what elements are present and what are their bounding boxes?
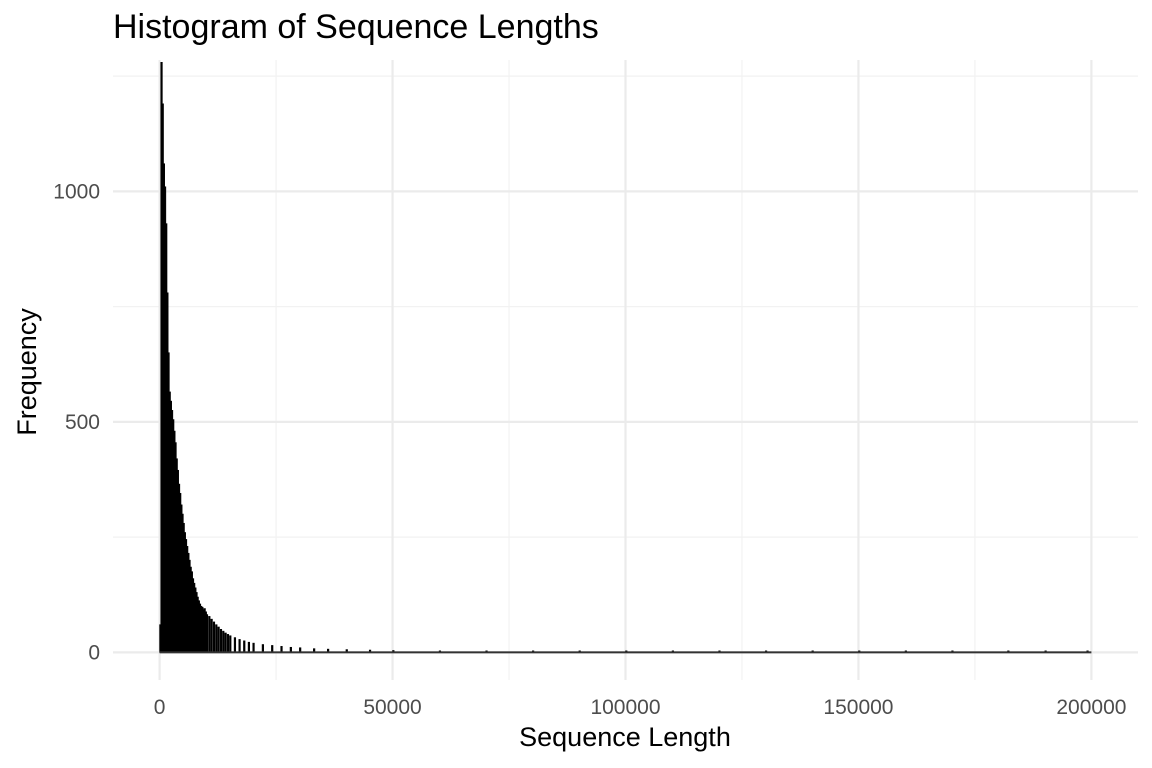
histogram-bar — [212, 621, 216, 653]
grid — [113, 60, 1138, 680]
y-tick-label: 0 — [88, 641, 100, 664]
histogram-bar — [261, 644, 264, 653]
histogram-bar — [219, 628, 223, 653]
histogram-bar — [233, 637, 237, 653]
histogram-bar — [243, 640, 246, 653]
histogram-bar — [210, 618, 213, 653]
tick-labels: 0 50000 100000 150000 200000 0 500 1000 — [53, 180, 1126, 719]
histogram-bar — [217, 626, 220, 653]
histogram-bar — [247, 641, 251, 653]
histogram-bar — [238, 639, 241, 653]
histogram-bar — [224, 632, 227, 653]
histogram-bar — [271, 645, 274, 653]
x-axis-title: Sequence Length — [519, 722, 731, 752]
histogram-baseline — [159, 651, 1092, 654]
histogram-bar — [252, 642, 255, 653]
histogram-bar — [229, 635, 232, 653]
chart-title: Histogram of Sequence Lengths — [113, 8, 599, 46]
histogram-bar — [226, 634, 230, 653]
histogram-bar — [222, 630, 225, 653]
histogram-bar — [208, 616, 211, 653]
histogram-bar — [215, 624, 218, 653]
x-tick-label: 150000 — [823, 696, 893, 719]
y-axis-title: Frequency — [12, 308, 42, 436]
x-tick-label: 200000 — [1056, 696, 1126, 719]
y-tick-label: 1000 — [53, 180, 100, 203]
bars — [159, 62, 1092, 654]
y-tick-label: 500 — [65, 411, 100, 434]
x-tick-label: 0 — [154, 696, 166, 719]
histogram-bar — [205, 614, 209, 653]
x-tick-label: 50000 — [363, 696, 421, 719]
x-tick-label: 100000 — [590, 696, 660, 719]
